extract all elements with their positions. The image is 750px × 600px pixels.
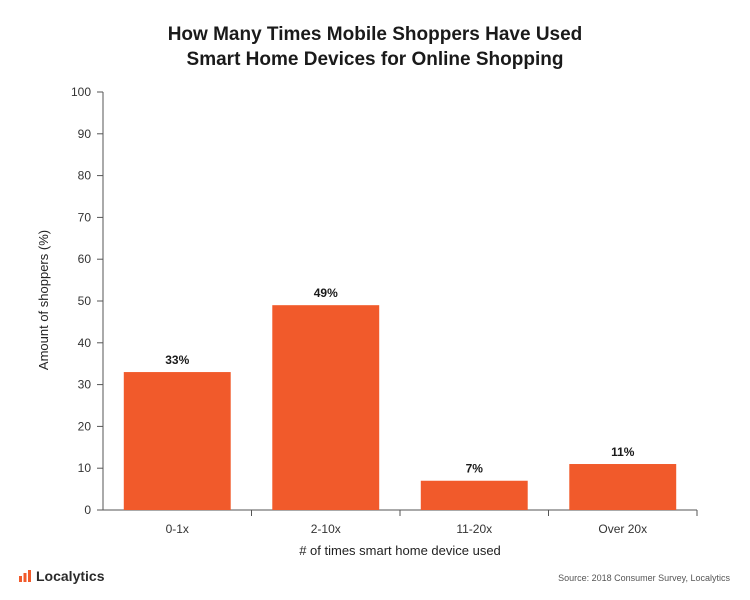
chart-title-line-1: How Many Times Mobile Shoppers Have Used (167, 24, 583, 45)
source-note: Source: 2018 Consumer Survey, Localytics (558, 573, 730, 583)
y-tick-label: 60 (78, 252, 92, 266)
y-tick-label: 10 (78, 461, 92, 475)
data-labels: 33% 49% 7% 11% (165, 286, 635, 476)
y-tick-label: 90 (78, 127, 92, 141)
y-tick-label: 20 (78, 419, 92, 433)
y-axis: 0 10 20 30 40 50 60 70 80 90 100 (71, 85, 104, 517)
chart-title: How Many Times Mobile Shoppers Have Used… (0, 22, 750, 72)
x-axis: 0-1x 2-10x 11-20x Over 20x (103, 509, 698, 536)
x-category-label: 0-1x (166, 522, 189, 536)
y-tick-label: 100 (71, 85, 91, 99)
bar-data-label: 11% (611, 445, 635, 459)
chart-title-line-2: Smart Home Devices for Online Shopping (186, 49, 564, 70)
y-tick-label: 80 (78, 169, 92, 183)
y-tick-label: 0 (84, 503, 91, 517)
bar (420, 480, 528, 510)
bar-data-label: 49% (314, 286, 338, 300)
localytics-logo-icon (19, 570, 31, 582)
x-category-label: 11-20x (456, 522, 492, 536)
x-category-label: Over 20x (598, 522, 647, 536)
x-category-label: 2-10x (311, 522, 341, 536)
y-tick-label: 50 (78, 294, 92, 308)
bar (272, 305, 380, 510)
bar-data-label: 33% (165, 353, 189, 367)
brand-name: Localytics (36, 568, 105, 584)
y-axis-title: Amount of shoppers (%) (36, 230, 51, 370)
bar (569, 464, 677, 510)
bar-data-label: 7% (466, 462, 484, 476)
brand-logo: Localytics (18, 568, 104, 584)
bars (123, 305, 677, 510)
bar (123, 372, 231, 510)
y-tick-label: 40 (78, 336, 92, 350)
x-axis-title: # of times smart home device used (299, 543, 501, 558)
y-tick-label: 70 (78, 210, 92, 224)
y-tick-label: 30 (78, 378, 92, 392)
